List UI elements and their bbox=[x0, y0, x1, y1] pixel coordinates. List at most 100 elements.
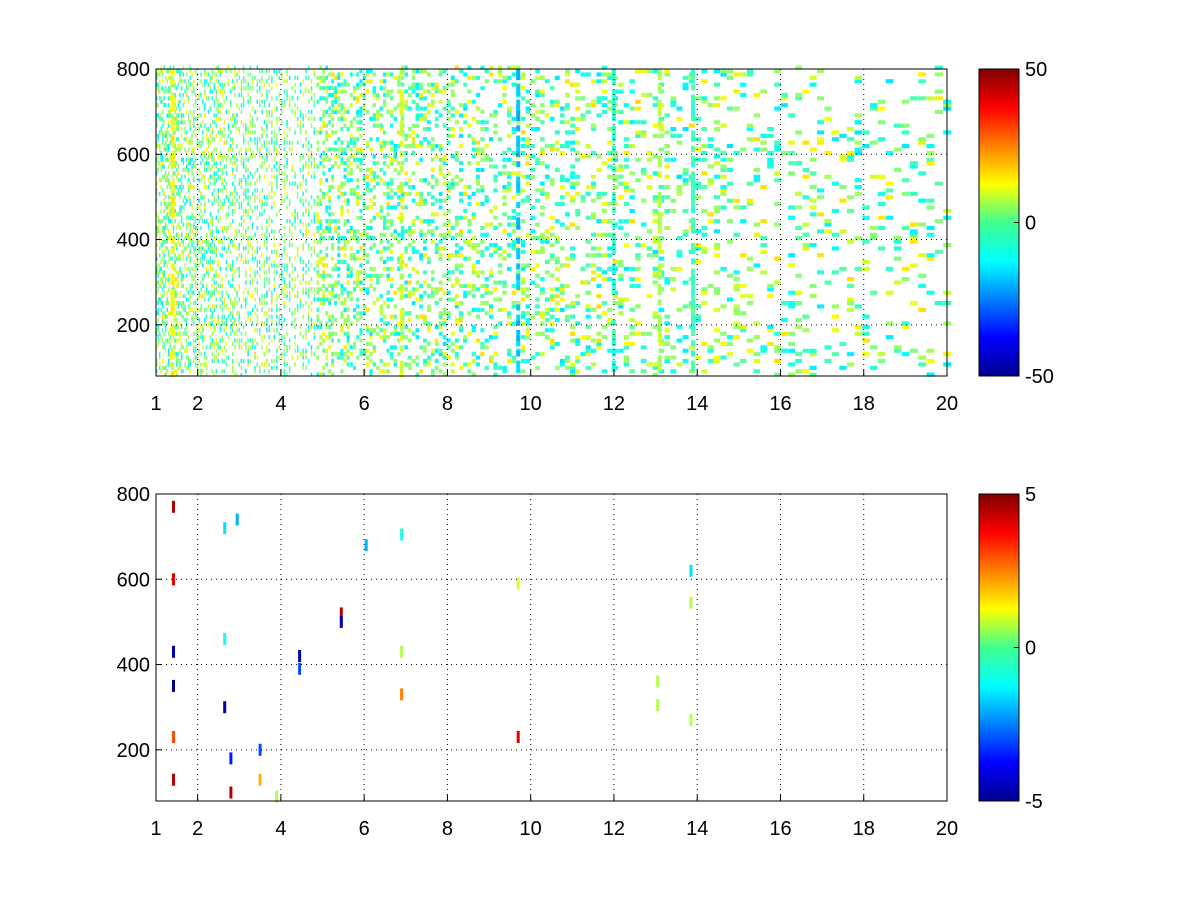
heatmap-cell bbox=[242, 341, 245, 346]
heatmap-cell bbox=[176, 246, 178, 251]
heatmap-cell bbox=[263, 174, 266, 179]
heatmap-cell bbox=[189, 123, 191, 128]
heatmap-cell bbox=[652, 171, 659, 176]
heatmap-cell bbox=[359, 157, 363, 162]
heatmap-cell bbox=[273, 283, 275, 288]
heatmap-cell bbox=[559, 113, 565, 118]
heatmap-cell bbox=[393, 75, 397, 80]
heatmap-cell bbox=[229, 311, 232, 316]
heatmap-cell bbox=[544, 144, 550, 149]
heatmap-cell bbox=[266, 294, 268, 299]
heatmap-cell bbox=[288, 127, 291, 132]
heatmap-cell bbox=[273, 335, 275, 340]
heatmap-cell bbox=[184, 99, 186, 104]
heatmap-cell bbox=[194, 232, 197, 237]
heatmap-cell bbox=[618, 260, 624, 265]
heatmap-cell bbox=[168, 352, 170, 357]
heatmap-cell bbox=[302, 79, 304, 84]
heatmap-cell bbox=[247, 202, 249, 207]
heatmap-cell bbox=[331, 266, 335, 271]
heatmap-cell bbox=[601, 79, 607, 84]
heatmap-cell bbox=[591, 253, 597, 258]
heatmap-cell bbox=[240, 161, 243, 166]
heatmap-cell bbox=[263, 99, 266, 104]
heatmap-cell bbox=[286, 348, 288, 353]
heatmap-cell bbox=[291, 222, 294, 227]
heatmap-cell bbox=[189, 75, 191, 80]
heatmap-cell bbox=[166, 246, 168, 251]
heatmap-cell bbox=[438, 331, 443, 336]
heatmap-cell bbox=[423, 69, 427, 74]
heatmap-cell bbox=[221, 307, 224, 312]
heatmap-cell bbox=[229, 239, 232, 244]
heatmap-cell bbox=[480, 328, 485, 333]
heatmap-cell bbox=[207, 243, 210, 248]
heatmap-cell bbox=[570, 365, 575, 370]
heatmap-cell bbox=[507, 181, 512, 186]
heatmap-cell bbox=[245, 229, 247, 234]
heatmap-cell bbox=[156, 280, 158, 285]
heatmap-cell bbox=[652, 311, 659, 316]
heatmap-cell bbox=[411, 144, 416, 149]
heatmap-cell bbox=[180, 188, 183, 193]
heatmap-cell bbox=[283, 372, 286, 377]
heatmap-cell bbox=[434, 89, 439, 94]
heatmap-cell bbox=[310, 164, 313, 169]
heatmap-cell bbox=[205, 96, 208, 101]
heatmap-cell bbox=[670, 287, 677, 292]
heatmap-cell bbox=[200, 195, 202, 200]
heatmap-cell bbox=[223, 301, 226, 306]
heatmap-cell bbox=[334, 331, 338, 336]
heatmap-cell bbox=[372, 243, 376, 248]
heatmap-cell bbox=[158, 229, 161, 234]
heatmap-cell bbox=[376, 277, 380, 282]
heatmap-cell bbox=[205, 314, 208, 319]
heatmap-cell bbox=[362, 75, 366, 80]
heatmap-cell bbox=[427, 358, 431, 363]
heatmap-cell bbox=[273, 365, 275, 370]
heatmap-cell bbox=[200, 294, 202, 299]
heatmap-cell bbox=[376, 249, 380, 254]
heatmap-cell bbox=[193, 89, 195, 94]
heatmap-cell bbox=[520, 277, 526, 282]
heatmap-cell bbox=[191, 167, 193, 172]
heatmap-cell bbox=[390, 109, 394, 114]
heatmap-cell bbox=[362, 249, 366, 254]
heatmap-cell bbox=[207, 290, 210, 295]
heatmap-cell bbox=[442, 106, 447, 111]
heatmap-cell bbox=[215, 133, 218, 138]
heatmap-cell bbox=[174, 103, 176, 108]
heatmap-cell bbox=[516, 191, 521, 196]
heatmap-cell bbox=[184, 307, 186, 312]
heatmap-cell bbox=[296, 307, 299, 312]
heatmap-cell bbox=[278, 338, 281, 343]
heatmap-cell bbox=[174, 287, 176, 292]
heatmap-cell bbox=[191, 318, 193, 323]
heatmap-cell bbox=[565, 106, 570, 111]
heatmap-cell bbox=[200, 154, 202, 159]
heatmap-cell bbox=[337, 75, 341, 80]
heatmap-cell bbox=[168, 301, 170, 306]
heatmap-cell bbox=[629, 318, 635, 323]
heatmap-cell bbox=[427, 229, 431, 234]
heatmap-cell bbox=[161, 358, 164, 363]
heatmap-cell bbox=[596, 195, 602, 200]
heatmap-cell bbox=[271, 96, 273, 101]
heatmap-cell bbox=[283, 294, 286, 299]
heatmap-cell bbox=[186, 198, 188, 203]
heatmap-cell bbox=[502, 171, 507, 176]
heatmap-cell bbox=[177, 144, 180, 149]
heatmap-cell bbox=[266, 229, 268, 234]
heatmap-cell bbox=[211, 341, 214, 346]
heatmap-cell bbox=[266, 256, 268, 261]
heatmap-cell bbox=[480, 202, 485, 207]
heatmap-cell bbox=[670, 345, 677, 350]
heatmap-cell bbox=[234, 120, 236, 125]
heatmap-cell bbox=[271, 181, 273, 186]
heatmap-cell bbox=[356, 297, 360, 302]
heatmap-cell bbox=[480, 239, 485, 244]
heatmap-cell bbox=[186, 297, 188, 302]
heatmap-cell bbox=[308, 116, 310, 121]
heatmap-cell bbox=[356, 120, 360, 125]
heatmap-cell bbox=[349, 123, 353, 128]
